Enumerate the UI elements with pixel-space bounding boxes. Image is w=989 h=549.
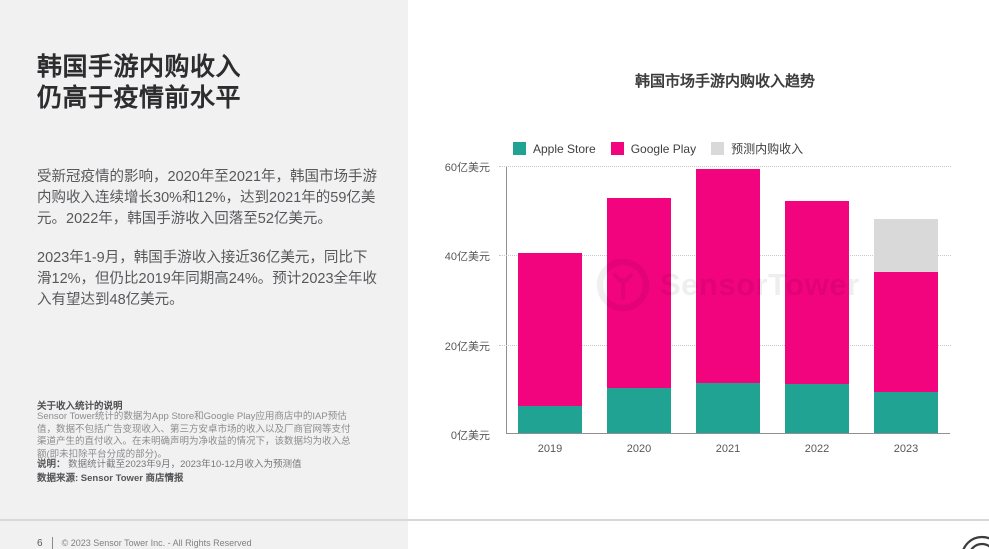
- bar-2023-series: [874, 218, 938, 273]
- legend-label-forecast: 预测内购收入: [731, 142, 804, 156]
- bar-2022-apple-store: [785, 383, 849, 433]
- x-axis-tick-label: 2022: [804, 443, 830, 455]
- data-source: 数据来源: Sensor Tower 商店情报: [37, 473, 184, 484]
- page-number: 6: [37, 537, 43, 549]
- footer: 6 © 2023 Sensor Tower Inc. - All Rights …: [37, 537, 252, 549]
- chart-legend: Apple Store Google Play 预测内购收入: [513, 140, 803, 157]
- footnote-method-text: 数据统计截至2023年9月，2023年10-12月收入为预测值: [68, 459, 302, 470]
- footnote-method: 说明： 数据统计截至2023年9月，2023年10-12月收入为预测值: [37, 456, 367, 470]
- bar-2020-google-play: [607, 198, 671, 388]
- body-paragraph-1: 受新冠疫情的影响，2020年至2021年，韩国市场手游内购收入连续增长30%和1…: [37, 169, 378, 227]
- bar-2019-apple-store: [518, 405, 582, 433]
- left-text-panel: 韩国手游内购收入 仍高于疫情前水平 受新冠疫情的影响，2020年至2021年，韩…: [0, 0, 408, 549]
- sensor-tower-corner-logo-icon: [962, 535, 989, 549]
- page-title: 韩国手游内购收入 仍高于疫情前水平: [37, 52, 387, 114]
- legend-item-google-play: Google Play: [610, 141, 697, 156]
- bar-2019-google-play: [518, 252, 582, 406]
- bar-2020-apple-store: [607, 387, 671, 433]
- y-axis-tick-label: 20亿美元: [444, 340, 490, 353]
- chart-title: 韩国市场手游内购收入趋势: [634, 73, 815, 90]
- page-title-line1: 韩国手游内购收入: [37, 53, 242, 81]
- google-play-swatch-icon: [610, 142, 624, 155]
- bar-2021-google-play: [696, 169, 760, 383]
- y-axis-tick-label: 40亿美元: [444, 251, 490, 264]
- legend-item-forecast: 预测内购收入: [711, 140, 803, 157]
- gridline-60: [499, 166, 951, 167]
- legend-item-apple-store: Apple Store: [513, 142, 596, 156]
- x-axis-tick-label: 2021: [715, 443, 741, 455]
- y-axis-tick-label: 60亿美元: [444, 162, 490, 174]
- footer-divider: [0, 519, 989, 521]
- legend-label-google-play: Google Play: [630, 141, 697, 156]
- footer-separator: [51, 537, 53, 549]
- forecast-swatch-icon: [711, 142, 725, 155]
- plot-area: 2019 2020 2021 2022 2023: [499, 166, 951, 455]
- bar-2023-google-play: [874, 272, 938, 393]
- bar-2022-google-play: [785, 200, 849, 384]
- footnote-method-label: 说明：: [37, 459, 66, 470]
- y-axis-labels: 0亿美元 20亿美元 40亿美元 60亿美元: [420, 162, 490, 446]
- body-paragraph-2: 2023年1-9月，韩国手游收入接近36亿美元，同比下滑12%，但仍比2019年…: [37, 250, 378, 308]
- page-title-line2: 仍高于疫情前水平: [37, 84, 242, 112]
- footnote-body: Sensor Tower统计的数据为App Store和Google Play应…: [37, 411, 351, 460]
- footnote-title: 关于收入统计的说明: [37, 401, 123, 412]
- bar-2021-apple-store: [696, 382, 760, 433]
- x-axis-tick-label: 2020: [626, 443, 652, 455]
- apple-store-swatch-icon: [513, 142, 526, 155]
- copyright-text: © 2023 Sensor Tower Inc. - All Rights Re…: [61, 538, 252, 548]
- x-axis-tick-label: 2019: [537, 443, 563, 455]
- bar-2023-apple-store: [874, 392, 938, 433]
- legend-label-apple-store: Apple Store: [533, 141, 596, 156]
- x-axis-tick-label: 2023: [893, 443, 919, 455]
- y-axis-tick-label: 0亿美元: [450, 430, 490, 442]
